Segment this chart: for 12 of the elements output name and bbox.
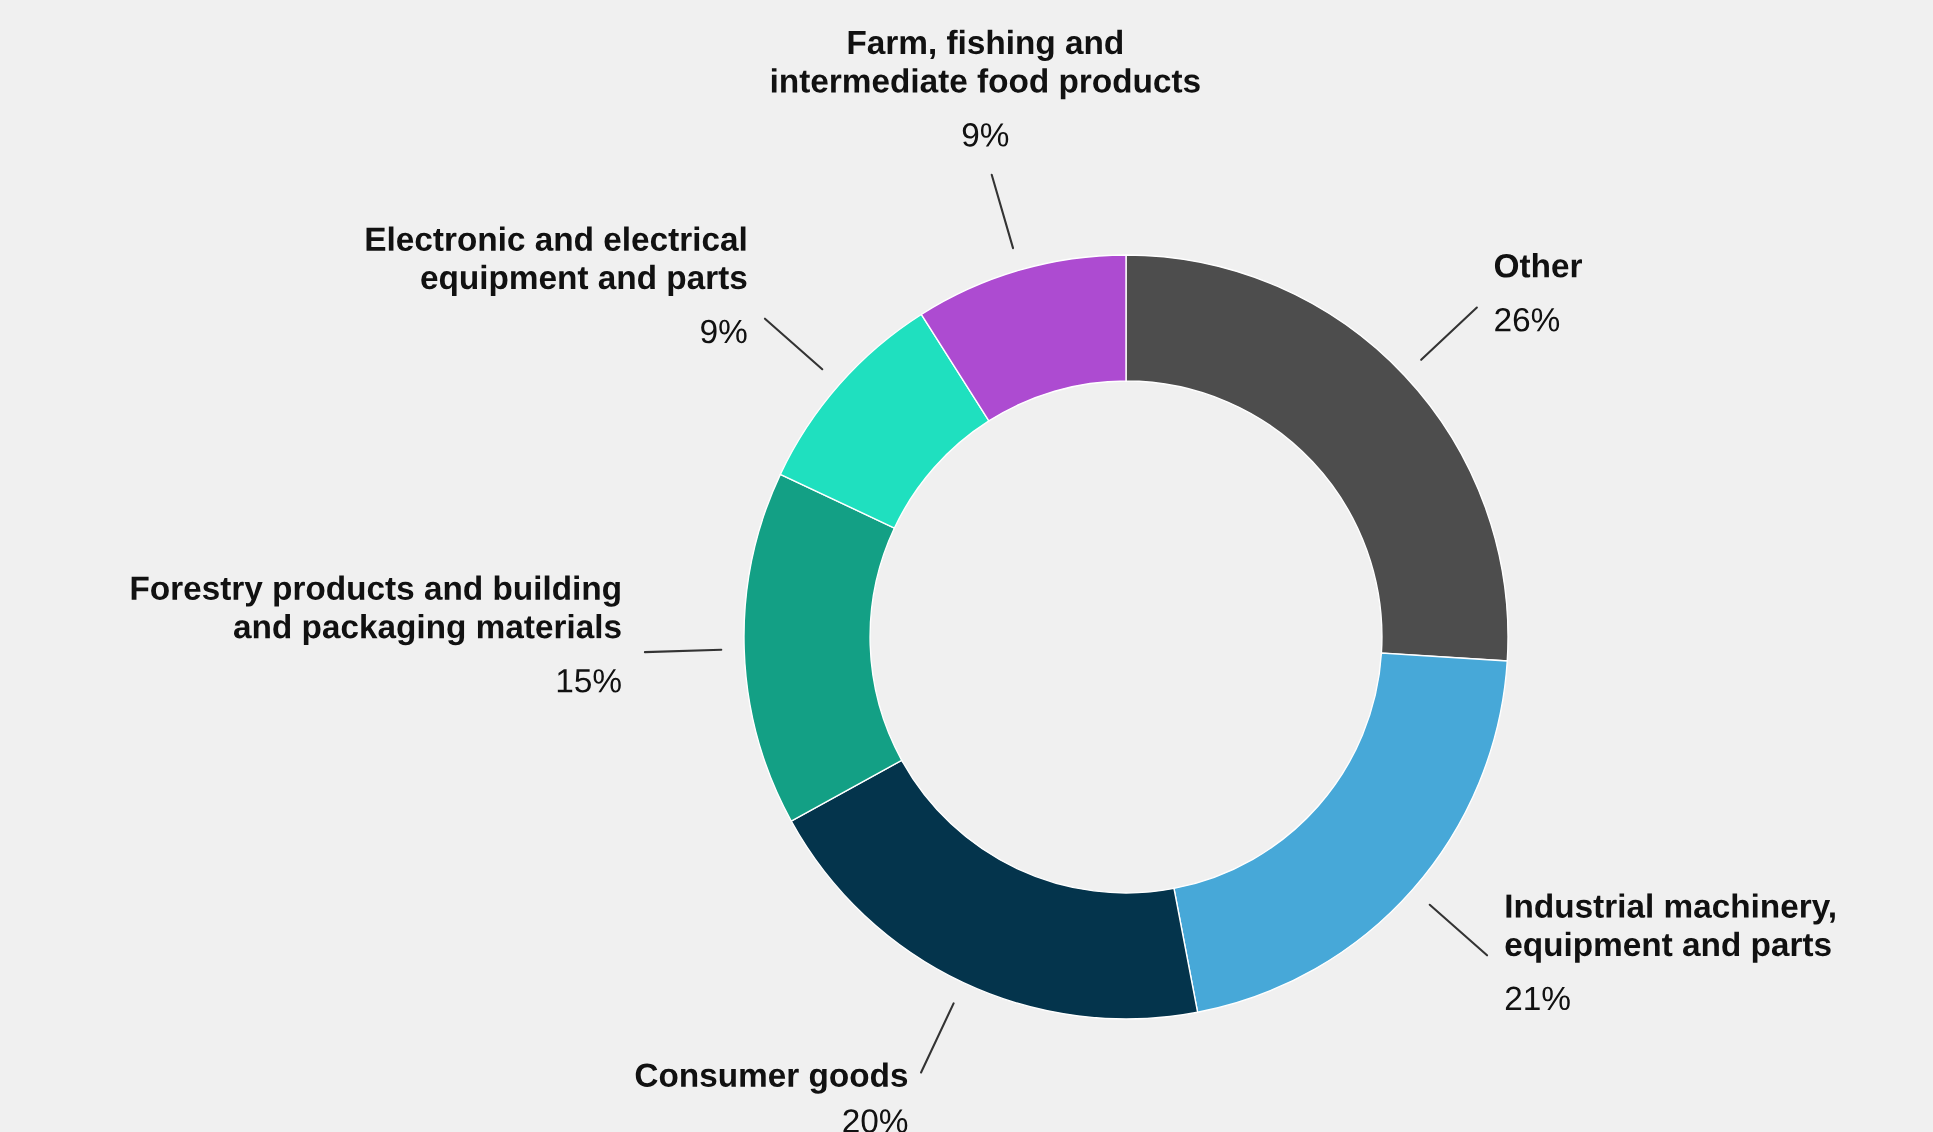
slice-label: Farm, fishing and intermediate food products — [771, 29, 1200, 100]
slice-label: Industrial machinery, equipment and parts — [1505, 893, 1835, 963]
slice-label: Consumer goods — [635, 1062, 908, 1094]
data-label: 15% — [557, 669, 621, 693]
data-label: 26% — [1495, 307, 1560, 332]
data-label: 20% — [843, 1109, 908, 1132]
slice-label: Forestry products and building and packaging materials — [131, 575, 621, 646]
data-label: 9% — [701, 319, 747, 344]
slice-label: Electronic and electrical equipment and parts — [366, 226, 747, 296]
slice-label: Other — [1494, 253, 1582, 278]
data-label: 9% — [962, 123, 1009, 147]
data-label: 21% — [1505, 986, 1570, 1011]
